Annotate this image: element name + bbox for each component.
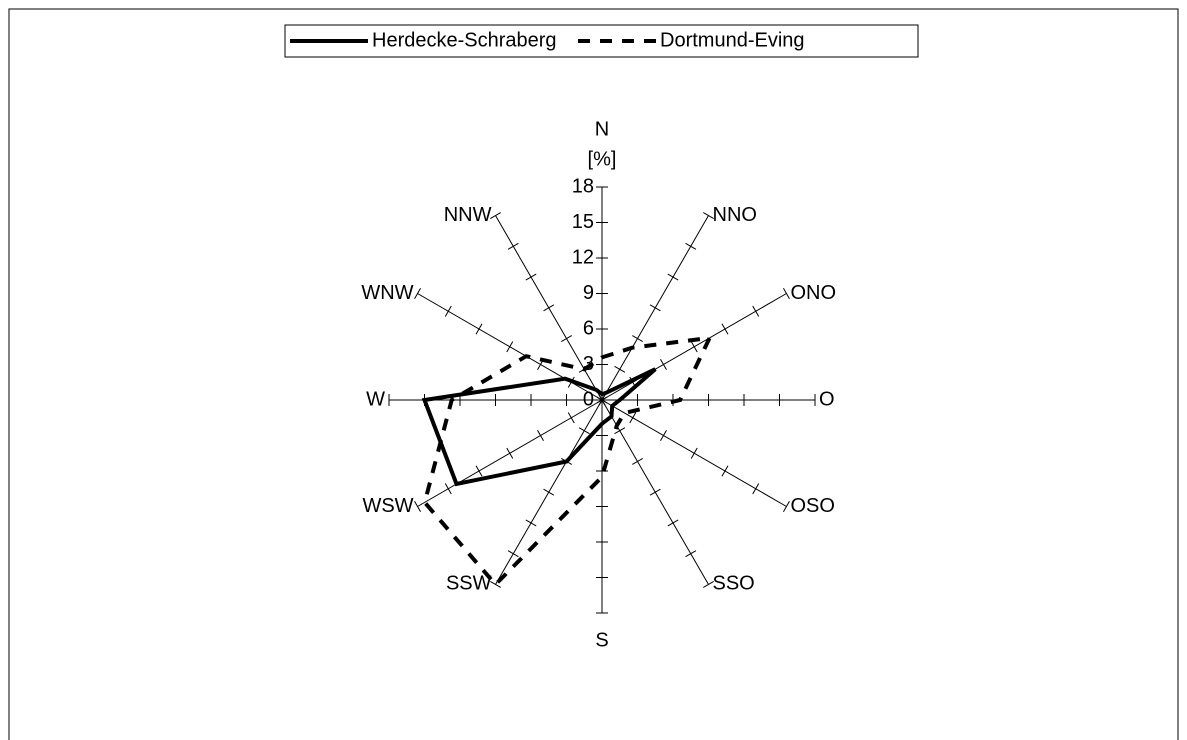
category-label: NNO — [713, 204, 757, 226]
tick-mark — [685, 242, 697, 250]
tick-mark — [690, 341, 698, 353]
tick-mark — [444, 483, 452, 495]
tick-mark — [685, 550, 697, 558]
legend-label: Dortmund-Eving — [660, 29, 805, 51]
tick-mark — [649, 304, 661, 312]
tick-mark — [444, 305, 452, 317]
legend-label: Herdecke-Schraberg — [372, 29, 557, 51]
y-tick-label: 0 — [583, 388, 594, 410]
category-label: ONO — [790, 282, 836, 304]
tick-mark — [660, 430, 667, 441]
category-label: OSO — [790, 495, 834, 517]
tick-mark — [614, 427, 626, 435]
tick-mark — [703, 581, 714, 588]
tick-mark — [629, 412, 637, 424]
tick-mark — [667, 273, 679, 281]
tick-mark — [507, 550, 519, 558]
tick-mark — [632, 458, 643, 465]
tick-mark — [614, 365, 626, 373]
y-tick-label: 6 — [583, 317, 594, 339]
tick-mark — [525, 273, 537, 281]
category-label: S — [595, 629, 608, 651]
tick-mark — [507, 242, 519, 250]
tick-mark — [490, 212, 501, 219]
y-tick-label: 9 — [583, 282, 594, 304]
category-label: W — [366, 388, 385, 410]
tick-mark — [506, 447, 514, 459]
tick-mark — [783, 501, 790, 512]
tick-mark — [475, 465, 483, 477]
unit-label: [%] — [588, 148, 617, 170]
tick-mark — [667, 519, 679, 527]
y-tick-label: 3 — [583, 353, 594, 375]
tick-mark — [752, 483, 760, 495]
tick-mark — [703, 212, 714, 219]
series-line — [422, 335, 713, 588]
tick-mark — [525, 519, 537, 527]
category-label: O — [819, 388, 835, 410]
tick-mark — [475, 323, 483, 335]
y-tick-label: 15 — [572, 211, 594, 233]
tick-mark — [649, 488, 661, 496]
tick-mark — [596, 396, 608, 404]
tick-mark — [414, 288, 421, 299]
y-tick-label: 12 — [572, 246, 594, 268]
tick-mark — [632, 335, 643, 342]
tick-mark — [721, 323, 729, 335]
category-label: SSW — [446, 573, 492, 595]
series-line — [421, 367, 657, 487]
tick-mark — [414, 501, 421, 512]
tick-mark — [537, 430, 544, 441]
category-label: WNW — [361, 282, 413, 304]
chart-frame — [8, 8, 1179, 740]
axis-title: N — [595, 118, 609, 140]
tick-mark — [490, 581, 501, 588]
tick-mark — [543, 488, 555, 496]
tick-mark — [543, 304, 555, 312]
tick-mark — [567, 412, 575, 424]
tick-mark — [752, 305, 760, 317]
tick-mark — [561, 335, 572, 342]
y-tick-label: 18 — [572, 175, 594, 197]
category-label: NNW — [444, 204, 492, 226]
tick-mark — [506, 341, 514, 353]
tick-mark — [721, 465, 729, 477]
tick-mark — [783, 288, 790, 299]
category-label: SSO — [713, 573, 755, 595]
tick-mark — [578, 427, 590, 435]
category-label: WSW — [362, 495, 413, 517]
tick-mark — [660, 359, 667, 370]
tick-mark — [690, 447, 698, 459]
